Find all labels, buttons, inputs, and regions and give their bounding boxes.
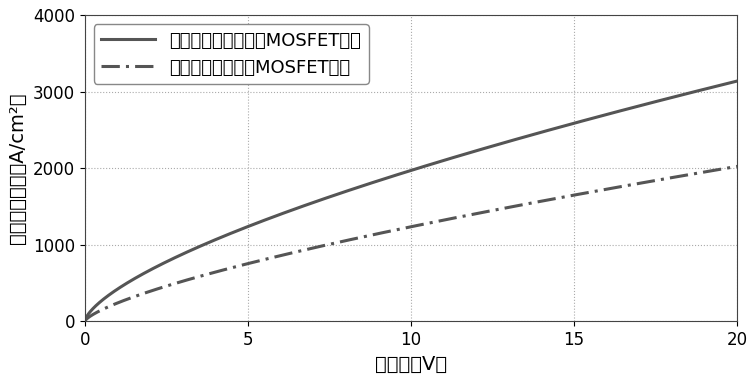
现有双沟槽碳化确MOSFET结构 <box>380 230 389 235</box>
现有双沟槽碳化确MOSFET结构 <box>714 167 723 172</box>
现有双沟槽碳化确MOSFET结构 <box>398 227 407 231</box>
本申请双沟槽碳化确MOSFET结构 <box>113 286 122 291</box>
Line: 现有双沟槽碳化确MOSFET结构: 现有双沟槽碳化确MOSFET结构 <box>85 167 737 321</box>
Y-axis label: 漏极电流密度（A/cm²）: 漏极电流密度（A/cm²） <box>8 92 27 244</box>
现有双沟槽碳化确MOSFET结构 <box>594 188 603 193</box>
Legend: 本申请双沟槽碳化确MOSFET结构, 现有双沟槽碳化确MOSFET结构: 本申请双沟槽碳化确MOSFET结构, 现有双沟槽碳化确MOSFET结构 <box>94 24 369 84</box>
现有双沟槽碳化确MOSFET结构 <box>714 167 723 172</box>
Line: 本申请双沟槽碳化确MOSFET结构: 本申请双沟槽碳化确MOSFET结构 <box>85 81 737 321</box>
本申请双沟槽碳化确MOSFET结构 <box>380 176 389 181</box>
本申请双沟槽碳化确MOSFET结构 <box>714 84 723 88</box>
本申请双沟槽碳化确MOSFET结构 <box>714 84 723 88</box>
现有双沟槽碳化确MOSFET结构 <box>733 164 742 169</box>
现有双沟槽碳化确MOSFET结构 <box>113 301 122 305</box>
本申请双沟槽碳化确MOSFET结构 <box>594 114 603 119</box>
现有双沟槽碳化确MOSFET结构 <box>80 319 89 324</box>
本申请双沟槽碳化确MOSFET结构 <box>80 319 89 324</box>
本申请双沟槽碳化确MOSFET结构 <box>733 79 742 83</box>
X-axis label: 漏电压（V）: 漏电压（V） <box>375 354 447 374</box>
本申请双沟槽碳化确MOSFET结构 <box>398 171 407 176</box>
